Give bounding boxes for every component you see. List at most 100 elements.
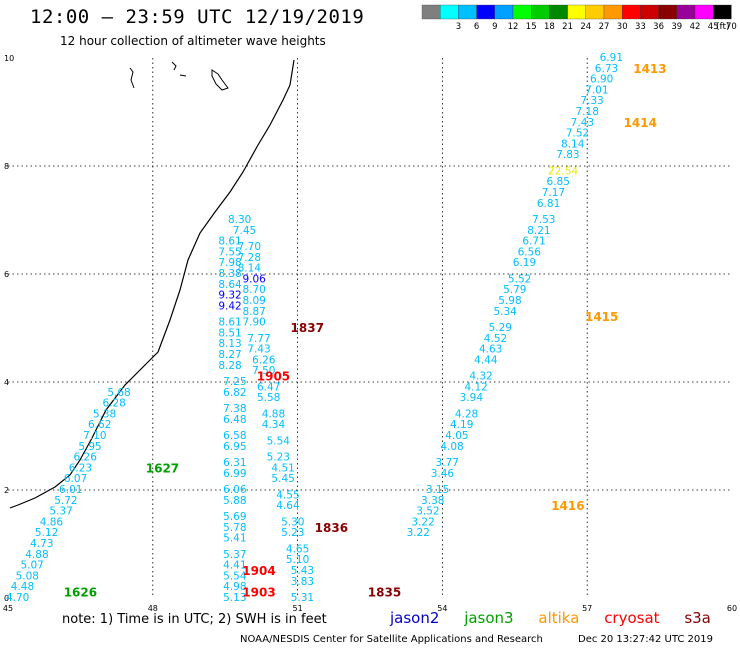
swh-value: 8.70 bbox=[242, 284, 265, 296]
credit-line: NOAA/NESDIS Center for Satellite Applica… bbox=[240, 634, 543, 645]
swh-value: 5.23 bbox=[281, 527, 304, 539]
swh-value: 4.48 bbox=[11, 581, 34, 593]
pass-time-label: 1836 bbox=[315, 521, 348, 535]
swh-tracks: 5.686.285.386.627.105.956.266.236.076.01… bbox=[6, 52, 623, 604]
lat-tick-label: 6 bbox=[4, 270, 9, 279]
track-altika: 6.916.736.907.017.337.187.437.528.147.83… bbox=[407, 52, 623, 539]
swh-value: 7.43 bbox=[571, 117, 594, 129]
legend-swatch bbox=[531, 4, 550, 20]
satellite-legend: jason2 jason3 altika cryosat s3a bbox=[390, 609, 731, 627]
swh-value: 5.72 bbox=[54, 495, 77, 507]
legend-tick-label: 27 bbox=[599, 22, 610, 32]
swh-value: 7.25 bbox=[223, 376, 246, 388]
legend-tick-label: 15 bbox=[526, 22, 537, 32]
swh-value: 4.64 bbox=[276, 500, 300, 512]
legend-tick-label: 30 bbox=[617, 22, 628, 32]
swh-value: 5.79 bbox=[503, 284, 526, 296]
legend-tick-label: 45 bbox=[708, 22, 719, 32]
swh-value: 6.99 bbox=[223, 468, 246, 480]
swh-value: 5.88 bbox=[223, 495, 246, 507]
map-subtitle: 12 hour collection of altimeter wave hei… bbox=[60, 34, 326, 48]
swh-value: 6.06 bbox=[223, 484, 247, 496]
swh-value: 7.53 bbox=[532, 214, 555, 226]
lat-tick-label: 2 bbox=[4, 486, 9, 495]
swh-value: 3.22 bbox=[407, 527, 430, 539]
legend-tick-label: 21 bbox=[562, 22, 573, 32]
swh-value: 5.10 bbox=[286, 554, 309, 566]
legend-tick-label: 9 bbox=[492, 22, 497, 32]
pass-time-label: 1413 bbox=[633, 62, 666, 76]
swh-value: 5.08 bbox=[16, 570, 39, 582]
swh-value: 5.07 bbox=[20, 560, 43, 572]
legend-swatch bbox=[494, 4, 514, 20]
color-legend: 3 6 9 12 15 18 21 24 27 30 33 36 39 42 45 70 bbox=[421, 4, 737, 32]
swh-value: 4.19 bbox=[450, 419, 473, 431]
legend-swatch bbox=[440, 4, 459, 20]
swh-value: 6.01 bbox=[59, 484, 82, 496]
swh-value: 6.28 bbox=[102, 398, 125, 410]
swh-value: 7.10 bbox=[83, 430, 106, 442]
legend-swatch bbox=[622, 4, 641, 20]
swh-value: 4.08 bbox=[440, 441, 463, 453]
sat-label-s3a: s3a bbox=[684, 609, 711, 627]
sat-label-jason2: jason2 bbox=[390, 609, 440, 627]
legend-tick-label: 70 bbox=[726, 22, 737, 32]
swh-value: 6.85 bbox=[547, 176, 570, 188]
legend-swatch bbox=[694, 4, 714, 20]
swh-value: 5.43 bbox=[291, 565, 314, 577]
legend-tick-label: 6 bbox=[474, 22, 479, 32]
legend-swatch bbox=[658, 4, 677, 20]
legend-swatch bbox=[512, 4, 532, 20]
swh-value: 6.26 bbox=[252, 354, 276, 366]
swh-value: 3.38 bbox=[421, 495, 444, 507]
lat-tick-label: 10 bbox=[4, 54, 14, 63]
swh-value: 7.77 bbox=[247, 333, 270, 345]
swh-value: 3.52 bbox=[416, 506, 439, 518]
lat-tick-label: 8 bbox=[4, 162, 9, 171]
swh-value: 4.51 bbox=[271, 462, 294, 474]
swh-value: 4.44 bbox=[474, 354, 498, 366]
swh-value: 5.78 bbox=[223, 522, 246, 534]
swh-value: 4.63 bbox=[479, 344, 502, 356]
swh-value: 8.61 bbox=[218, 236, 241, 248]
swh-value: 3.94 bbox=[460, 392, 484, 404]
swh-value: 4.70 bbox=[6, 592, 29, 604]
swh-value: 8.09 bbox=[242, 295, 265, 307]
swh-value: 9.32 bbox=[218, 290, 241, 302]
swh-value: 7.55 bbox=[218, 246, 241, 258]
swh-value: 5.23 bbox=[267, 452, 290, 464]
pass-time-label: 1904 bbox=[242, 564, 275, 578]
swh-value: 6.91 bbox=[600, 52, 623, 64]
pass-time-label: 1626 bbox=[64, 586, 97, 600]
swh-value: 4.34 bbox=[262, 419, 286, 431]
lon-tick-label: 60 bbox=[727, 604, 737, 613]
pass-time-label: 1416 bbox=[551, 499, 584, 513]
swh-value: 5.41 bbox=[223, 533, 246, 545]
legend-tick-label: 12 bbox=[508, 22, 519, 32]
lon-tick-label: 45 bbox=[3, 604, 13, 613]
legend-swatch bbox=[567, 4, 586, 20]
coastline bbox=[9, 59, 295, 509]
swh-value: 8.27 bbox=[218, 349, 241, 361]
swh-value: 4.73 bbox=[30, 538, 53, 550]
legend-swatch bbox=[676, 4, 696, 20]
swh-value: 5.45 bbox=[271, 473, 294, 485]
swh-value: 7.38 bbox=[223, 403, 246, 415]
swh-value: 22.54 bbox=[548, 165, 578, 177]
legend-tick-label: 33 bbox=[635, 22, 646, 32]
swh-value: 7.18 bbox=[576, 106, 599, 118]
swh-value: 5.69 bbox=[223, 511, 246, 523]
swh-value: 8.64 bbox=[218, 279, 242, 291]
swh-value: 4.52 bbox=[484, 333, 507, 345]
legend-tick-label: 24 bbox=[580, 22, 591, 32]
legend-swatch bbox=[458, 4, 477, 20]
swh-value: 6.26 bbox=[74, 452, 98, 464]
swh-value: 8.21 bbox=[527, 225, 550, 237]
swh-value: 8.87 bbox=[242, 306, 265, 318]
track-cryosat: 8.307.458.617.707.557.287.988.148.38 9.06… bbox=[218, 214, 314, 604]
swh-value: 6.07 bbox=[64, 473, 87, 485]
swh-value: 7.45 bbox=[233, 225, 256, 237]
swh-value: 7.52 bbox=[566, 128, 589, 140]
